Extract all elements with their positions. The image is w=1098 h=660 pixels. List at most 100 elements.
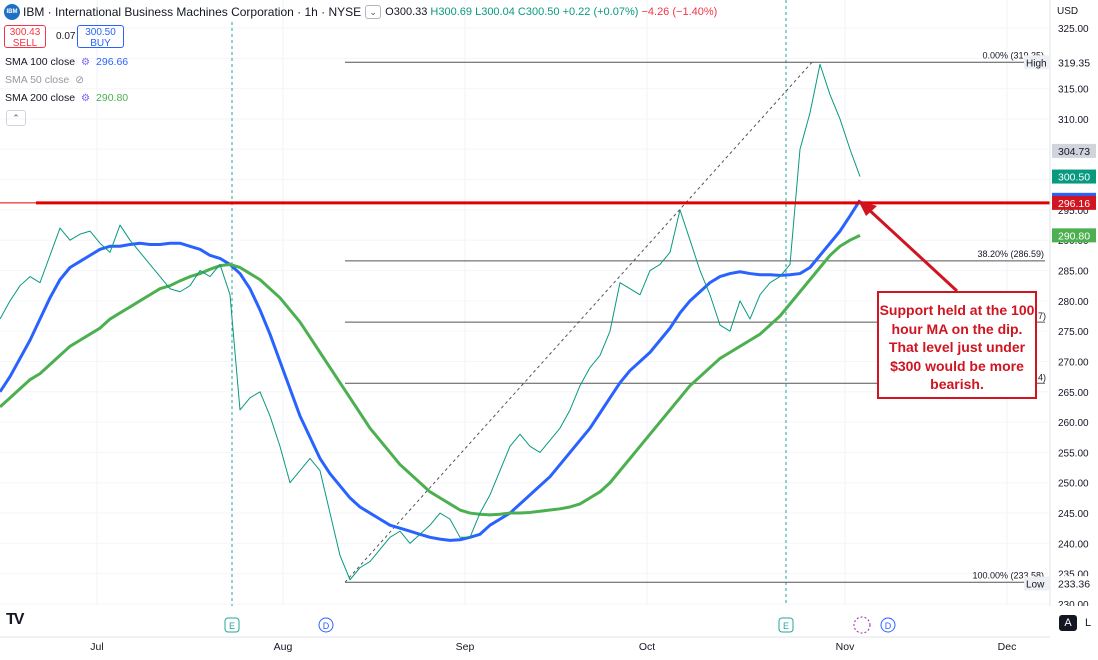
- support-line-layer: [0, 200, 1050, 293]
- fib-level-label: 38.20% (286.59): [977, 249, 1044, 259]
- settings-icon[interactable]: ⚙: [81, 92, 91, 104]
- price-tick-label: 295.00: [1058, 206, 1089, 217]
- price-tick-label: 280.00: [1058, 297, 1089, 308]
- callout-arrow-line: [864, 205, 959, 293]
- price-tick-label: 230.00: [1058, 600, 1089, 611]
- ohlc-change-day: −4.26 (−1.40%): [641, 6, 718, 18]
- price-axis[interactable]: 325.00320.00315.00310.00305.00300.00295.…: [1024, 0, 1098, 611]
- price-tick-label: 235.00: [1058, 570, 1089, 581]
- indicator-label: SMA 50 close: [5, 74, 70, 86]
- annotation-callout[interactable]: Support held at the 100 hour MA on the d…: [877, 291, 1037, 399]
- price-tick-label: 315.00: [1058, 85, 1089, 96]
- price-label-tag: [1052, 228, 1096, 243]
- earnings-marker-label: E: [783, 621, 789, 631]
- price-label: 296.16: [1058, 198, 1090, 210]
- indicator-label: SMA 100 close: [5, 56, 76, 68]
- dividend-marker-label: D: [323, 621, 330, 631]
- dividend-marker-label: D: [885, 621, 892, 631]
- fib-level-label: 100.00% (233.58): [972, 570, 1044, 580]
- price-label-tag: [1052, 195, 1096, 210]
- time-tick-label: Oct: [639, 641, 655, 653]
- price-label-tag: [1051, 54, 1097, 70]
- price-tick-label: 310.00: [1058, 115, 1089, 126]
- collapse-legend-button[interactable]: ⌃: [6, 110, 26, 126]
- tradingview-logo-icon: TV: [6, 611, 25, 628]
- fib-level-label: 0.00% (319.35): [982, 50, 1044, 60]
- chart-grid: [96, 0, 1008, 606]
- indicator-value: 290.80: [96, 92, 129, 104]
- time-axis-bg: [0, 606, 1098, 660]
- chevron-down-icon[interactable]: ⌄: [365, 5, 382, 19]
- price-tick-label: 240.00: [1058, 539, 1089, 550]
- auto-scale-button[interactable]: A: [1059, 615, 1077, 631]
- price-tag-bg: [1024, 55, 1050, 70]
- price-tick-label: 285.00: [1058, 267, 1089, 278]
- price-tick-label: 265.00: [1058, 388, 1089, 399]
- spread-value: 0.07: [56, 31, 76, 42]
- symbol-logo-icon: IBM: [4, 4, 20, 20]
- buy-button[interactable]: 300.50 BUY: [77, 25, 124, 49]
- indicator-sma100[interactable]: SMA 100 close ⚙ 296.66: [5, 56, 128, 68]
- price-tag-label: Low: [1026, 580, 1045, 591]
- price-tag-bg: [1024, 576, 1050, 591]
- price-tick-label: 325.00: [1058, 24, 1089, 35]
- buy-label: BUY: [90, 38, 111, 49]
- sell-button[interactable]: 300.43 SELL: [4, 25, 46, 49]
- symbol-title[interactable]: IBM · International Business Machines Co…: [23, 5, 362, 19]
- earnings-marker-label: E: [229, 621, 235, 631]
- price-label: 319.35: [1058, 57, 1090, 69]
- time-axis[interactable]: Jul Aug Sep Oct Nov Dec: [0, 606, 1098, 660]
- sell-price: 300.43: [9, 27, 41, 38]
- event-markers: E ED D: [224, 616, 896, 634]
- ohlc-change: +0.22 (+0.07%): [562, 6, 639, 18]
- series-layer: [0, 63, 862, 581]
- indicator-value: 296.66: [96, 56, 129, 68]
- ohlc-values: O300.33 H300.69 L300.04 C300.50 +0.22 (+…: [385, 6, 717, 18]
- price-line: [0, 63, 861, 581]
- sell-label: SELL: [12, 38, 38, 49]
- indicator-label: SMA 200 close: [5, 92, 76, 104]
- ohlc-low: L300.04: [475, 6, 515, 18]
- ohlc-close: C300.50: [517, 6, 560, 18]
- settings-icon[interactable]: ⚙: [81, 56, 91, 68]
- time-tick-label: Jul: [90, 641, 103, 653]
- earnings-marker-icon: [778, 617, 794, 633]
- price-tick-label: 250.00: [1058, 479, 1089, 490]
- session-markers: [231, 0, 787, 606]
- price-label: 233.36: [1058, 579, 1090, 591]
- ohlc-high: H300.69: [430, 6, 473, 18]
- sma200-line: [0, 234, 861, 517]
- price-label: 290.80: [1058, 230, 1090, 242]
- fibonacci-retracement: 0.00% (319.35) 38.20% (286.59) 7) 4) 100.00%…: [344, 50, 1046, 583]
- indicator-sma200[interactable]: SMA 200 close ⚙ 290.80: [5, 92, 128, 104]
- split-marker-icon: [853, 616, 871, 634]
- price-label: 304.73: [1058, 146, 1090, 158]
- sma100-line: [0, 199, 862, 542]
- dividend-marker-icon: [880, 617, 896, 633]
- price-label-tag: [1051, 576, 1097, 592]
- price-label: 300.50: [1058, 172, 1090, 184]
- price-label-tag: [1052, 169, 1096, 184]
- symbol-header: IBM IBM · International Business Machine…: [0, 0, 1050, 24]
- time-tick-label: Nov: [836, 641, 855, 653]
- time-tick-label: Aug: [274, 641, 293, 653]
- indicator-sma50[interactable]: SMA 50 close ⊘: [5, 74, 84, 86]
- earnings-marker-icon: [224, 617, 240, 633]
- currency-selector[interactable]: USD: [1057, 6, 1079, 17]
- price-tick-label: 255.00: [1058, 448, 1089, 459]
- callout-arrow-head: [858, 200, 877, 216]
- dividend-marker-icon: [318, 617, 334, 633]
- price-axis-bg: [1050, 0, 1098, 606]
- eye-off-icon[interactable]: ⊘: [75, 74, 85, 86]
- price-tick-label: 245.00: [1058, 509, 1089, 520]
- fib-level-label: 7): [1038, 311, 1046, 321]
- price-label-tag: [1052, 143, 1096, 158]
- price-tick-label: 270.00: [1058, 357, 1089, 368]
- ohlc-open: O300.33: [385, 6, 428, 18]
- price-tick-label: 260.00: [1058, 418, 1089, 429]
- price-tag-label: High: [1026, 58, 1047, 69]
- log-scale-button[interactable]: L: [1084, 617, 1092, 629]
- fib-level-label: 4): [1038, 372, 1046, 382]
- buy-price: 300.50: [85, 27, 116, 38]
